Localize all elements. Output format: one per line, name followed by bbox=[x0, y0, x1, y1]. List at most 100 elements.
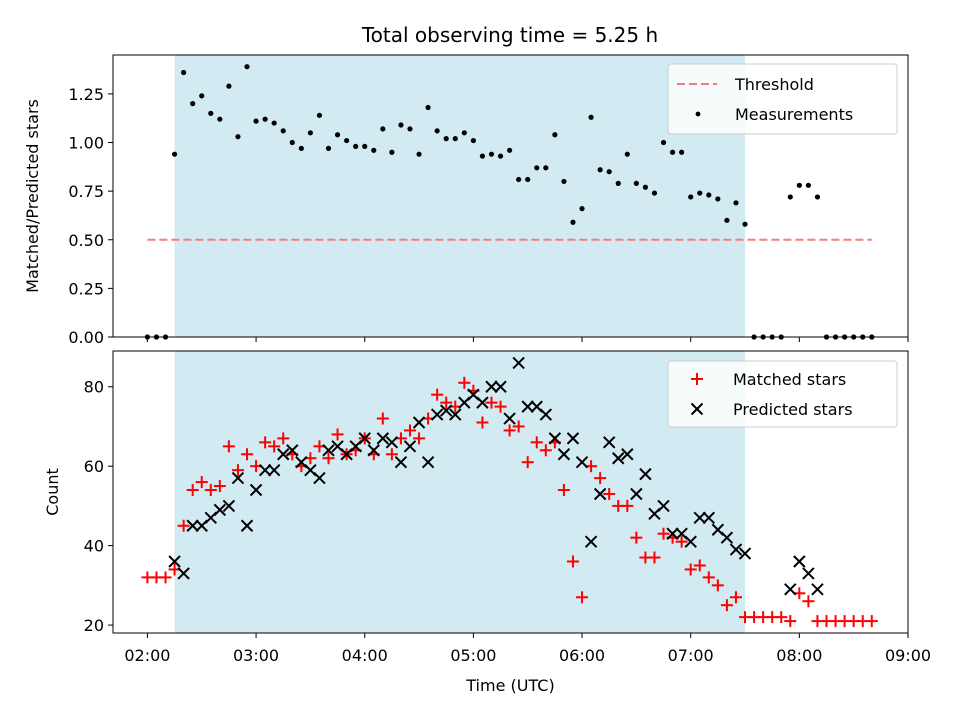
measurement-point bbox=[190, 101, 196, 107]
predicted-star-point-b bbox=[440, 404, 453, 417]
predicted-star-point-b bbox=[548, 432, 562, 445]
matched-star-point bbox=[865, 615, 878, 628]
predicted-star-point-b bbox=[657, 499, 670, 513]
predicted-star-point-b bbox=[449, 408, 462, 421]
predicted-star-point bbox=[186, 519, 199, 532]
predicted-star-point-b bbox=[467, 388, 480, 401]
predicted-star-point bbox=[394, 456, 408, 469]
predicted-star-point-b bbox=[313, 471, 326, 485]
predicted-star-point bbox=[322, 444, 335, 457]
measurement-point bbox=[552, 132, 558, 138]
matched-star-point bbox=[376, 412, 389, 425]
predicted-star-point-b bbox=[367, 444, 380, 457]
matched-star-point bbox=[322, 452, 335, 465]
measurement-point bbox=[697, 190, 703, 196]
predicted-star-point bbox=[231, 471, 245, 485]
matched-star-point bbox=[603, 487, 616, 500]
top-axes-frame bbox=[112, 54, 909, 338]
legend-predicted-marker-b bbox=[690, 402, 704, 416]
predicted-star-point-b bbox=[630, 487, 643, 501]
measurement-point bbox=[688, 194, 694, 200]
predicted-star-point-b bbox=[249, 483, 263, 497]
measurement-point bbox=[461, 130, 467, 136]
measurement-point bbox=[398, 122, 404, 128]
predicted-star-point-b bbox=[512, 356, 525, 370]
bottom-legend: Matched stars Predicted stars bbox=[667, 360, 898, 428]
predicted-star-point-b bbox=[602, 436, 616, 449]
matched-star-point bbox=[539, 444, 552, 457]
predicted-star-point-b bbox=[621, 448, 634, 461]
predicted-star-point-b bbox=[729, 543, 743, 556]
measurement-point bbox=[615, 180, 621, 186]
matched-star-point bbox=[630, 531, 643, 544]
measurement-point bbox=[199, 93, 205, 99]
predicted-star-point bbox=[657, 499, 670, 513]
predicted-star-point bbox=[539, 408, 553, 421]
predicted-star-point bbox=[213, 503, 227, 517]
predicted-star-point bbox=[449, 408, 462, 421]
predicted-star-point-b bbox=[639, 467, 652, 481]
predicted-star-point bbox=[811, 583, 824, 596]
matched-star-point bbox=[512, 420, 525, 433]
predicted-star-point bbox=[575, 456, 589, 469]
bottom-panel: 20 40 60 80 02:00 03:00 04:00 05:00 06:00 07:00 08… bbox=[43, 350, 931, 695]
predicted-star-point-b bbox=[331, 440, 344, 453]
predicted-star-point-b bbox=[485, 380, 498, 393]
measurement-point bbox=[289, 139, 295, 146]
bottom-y-tick-label: 20 bbox=[84, 616, 104, 635]
matched-star-point bbox=[784, 615, 797, 628]
predicted-star-point bbox=[358, 432, 371, 445]
predicted-star-point bbox=[639, 467, 652, 481]
bottom-y-tick-label: 60 bbox=[84, 457, 104, 476]
matched-star-point bbox=[186, 484, 199, 497]
predicted-star-point bbox=[313, 471, 326, 485]
predicted-star-point bbox=[693, 511, 706, 525]
predicted-star-point-b bbox=[612, 452, 625, 465]
predicted-star-point bbox=[376, 432, 390, 445]
bottom-y-axis-label: Count bbox=[43, 468, 62, 516]
matched-star-point bbox=[231, 464, 244, 477]
measurement-point bbox=[606, 169, 612, 175]
measurement-point bbox=[534, 165, 540, 171]
matched-star-point bbox=[503, 424, 516, 437]
predicted-star-point-b bbox=[403, 440, 417, 453]
predicted-star-point bbox=[793, 555, 806, 568]
measurement-point bbox=[543, 165, 549, 171]
measurement-point bbox=[742, 221, 748, 227]
predicted-star-point bbox=[621, 448, 634, 461]
matched-star-point bbox=[494, 400, 507, 413]
measurement-point bbox=[814, 194, 821, 200]
predicted-star-point bbox=[412, 416, 426, 429]
predicted-star-point bbox=[512, 356, 525, 370]
measurement-point bbox=[805, 182, 811, 188]
top-y-tick-label: 0.50 bbox=[68, 231, 104, 250]
matched-star-point bbox=[204, 484, 217, 497]
measurement-point bbox=[715, 196, 721, 202]
predicted-star-point bbox=[729, 543, 743, 556]
measurement-point bbox=[171, 151, 178, 157]
measurement-point bbox=[660, 139, 667, 146]
predicted-star-point bbox=[720, 531, 734, 544]
bottom-x-tick-label: 08:00 bbox=[776, 646, 822, 665]
measurement-point bbox=[235, 134, 241, 140]
legend-threshold-label: Threshold bbox=[734, 75, 814, 94]
predicted-star-point bbox=[666, 527, 679, 540]
predicted-star-point bbox=[440, 404, 453, 417]
predicted-star-point bbox=[521, 400, 534, 413]
top-legend: Threshold Measurements bbox=[667, 63, 898, 135]
matched-star-point bbox=[485, 396, 498, 409]
predicted-star-point-b bbox=[802, 567, 815, 580]
predicted-star-point bbox=[784, 583, 797, 596]
predicted-star-point bbox=[602, 436, 616, 449]
measurement-point bbox=[316, 112, 323, 118]
bottom-y-tick-label: 40 bbox=[84, 537, 104, 556]
predicted-star-point-b bbox=[240, 519, 254, 532]
bottom-x-tick-label: 05:00 bbox=[450, 646, 496, 665]
predicted-star-point bbox=[249, 483, 263, 497]
legend-measurements-label: Measurements bbox=[735, 105, 853, 124]
predicted-star-point bbox=[403, 440, 417, 453]
predicted-star-point-b bbox=[811, 583, 824, 596]
predicted-star-point bbox=[222, 499, 236, 513]
measurement-point bbox=[244, 64, 250, 70]
